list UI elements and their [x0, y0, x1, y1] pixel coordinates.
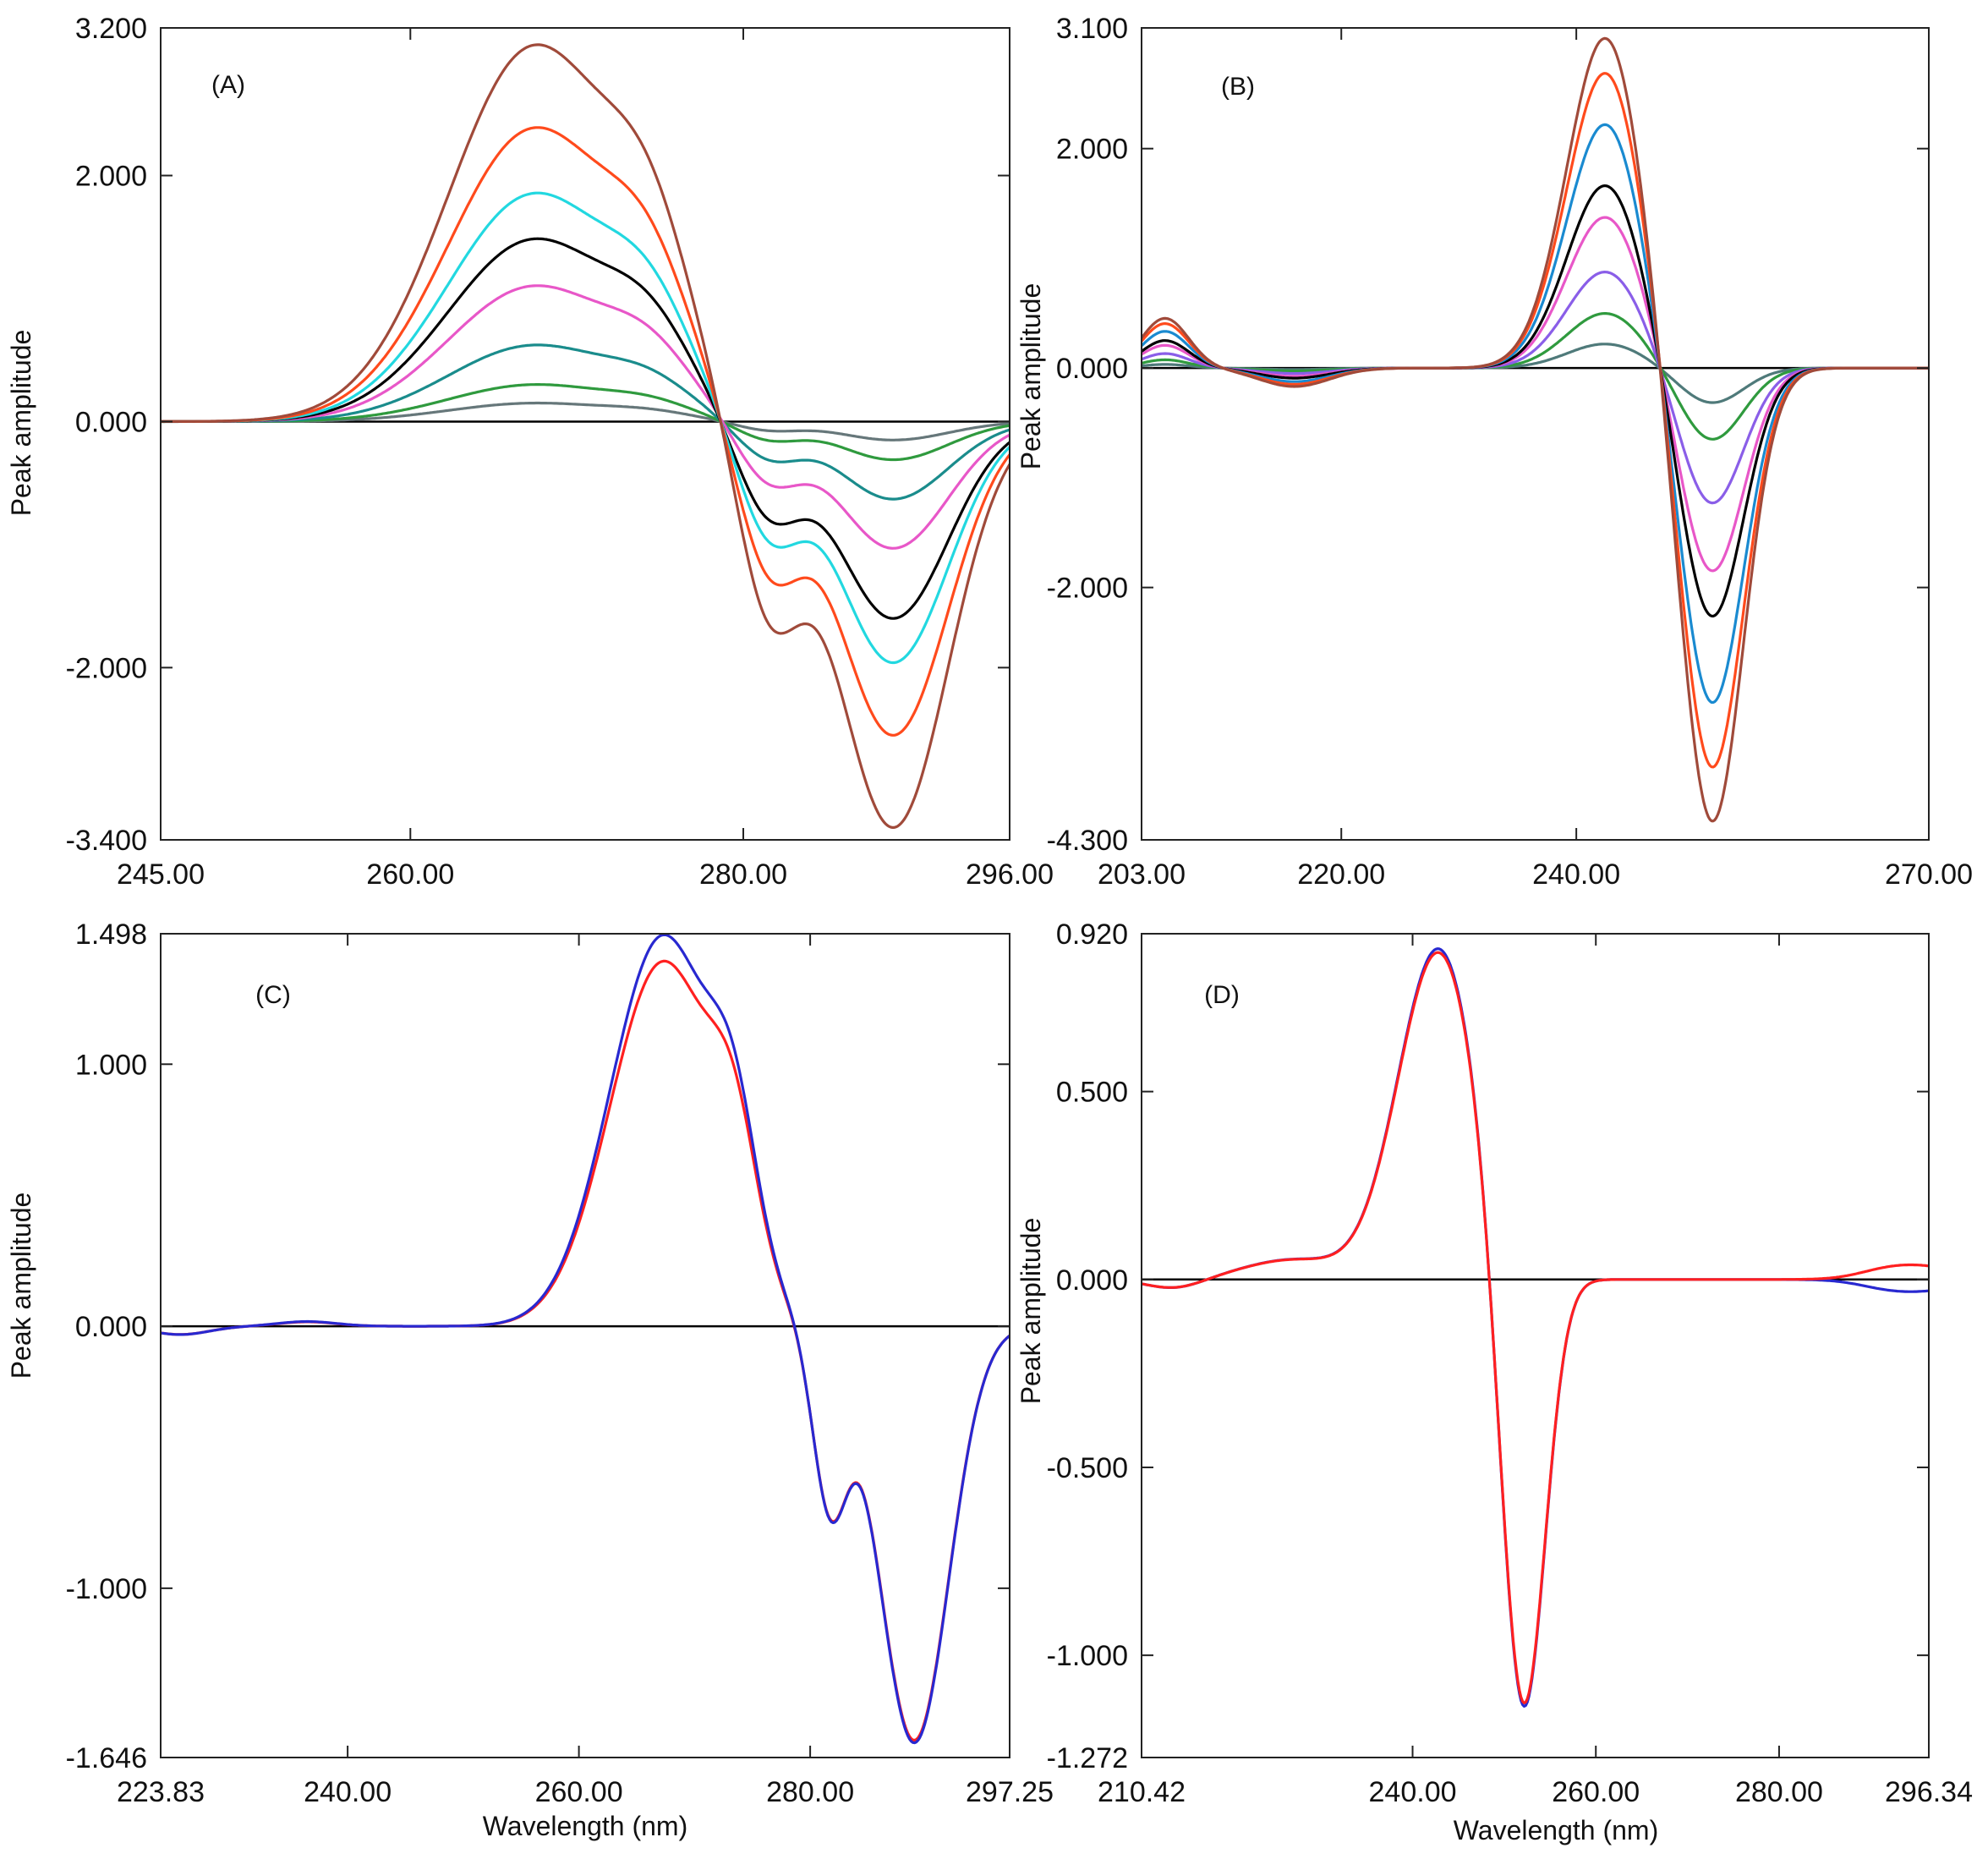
x-tick-label: 260.00 [535, 1776, 623, 1808]
y-tick-label: -3.400 [66, 825, 147, 857]
y-tick-label: -1.000 [1047, 1640, 1128, 1672]
series-line-4 [1142, 216, 1929, 573]
y-tick-label: -1.000 [66, 1573, 147, 1605]
panel-label: (B) [1221, 73, 1255, 101]
x-tick-label: 210.42 [1098, 1776, 1186, 1808]
series-line-2 [1142, 312, 1929, 441]
x-tick-label: 260.00 [1552, 1776, 1640, 1808]
series-line-3 [161, 343, 1010, 501]
y-tick-label: 0.920 [1056, 919, 1128, 951]
x-tick-label: 240.00 [1369, 1776, 1457, 1808]
y-tick-label: 0.000 [1056, 1264, 1128, 1297]
y-tick-label: -0.500 [1047, 1452, 1128, 1484]
y-axis-title: Peak amplitude [6, 330, 36, 517]
series-line-8 [1142, 36, 1929, 823]
x-tick-label: 245.00 [117, 858, 205, 891]
series-line-3 [1142, 271, 1929, 505]
series-line-8 [161, 43, 1010, 829]
x-tick-label: 297.25 [966, 1776, 1054, 1808]
y-tick-label: -1.646 [66, 1742, 147, 1774]
series-line-7 [161, 126, 1010, 737]
y-tick-label: 0.500 [1056, 1077, 1128, 1109]
panel-label: (A) [211, 71, 245, 99]
panel-a: 245.00 260.00 280.00 296.00 3.200 2.000 0.000 -… [6, 13, 1054, 891]
y-tick-label: -1.272 [1047, 1742, 1128, 1774]
y-tick-label: -2.000 [66, 652, 147, 684]
x-tick-label: 280.00 [1735, 1776, 1823, 1808]
y-tick-label: -2.000 [1047, 573, 1128, 605]
plot-frame [1141, 27, 1930, 841]
series-line-5 [1142, 184, 1929, 618]
y-tick-label: 0.000 [75, 1311, 147, 1343]
y-tick-label: 2.000 [1056, 134, 1128, 166]
panel-c: 223.83 240.00 260.00 280.00 297.25 1.498 1.000… [6, 919, 1054, 1841]
series-line-1 [1142, 947, 1929, 1708]
panel-b: 203.00 220.00 240.00 270.00 3.100 2.000 0.000 -… [1016, 13, 1973, 891]
y-axis-title: Peak amplitude [6, 1193, 36, 1379]
x-tick-label: 280.00 [766, 1776, 854, 1808]
plot-frame [1141, 933, 1930, 1758]
x-tick-label: 203.00 [1098, 858, 1186, 891]
series-line-2 [161, 934, 1010, 1745]
y-tick-label: 3.100 [1056, 13, 1128, 45]
panel-label: (D) [1204, 981, 1240, 1009]
y-tick-label: 0.000 [1056, 353, 1128, 385]
y-tick-label: 0.000 [75, 406, 147, 438]
y-tick-label: 3.200 [75, 13, 147, 45]
x-tick-label: 260.00 [366, 858, 454, 891]
y-tick-label: 1.000 [75, 1049, 147, 1081]
series-group [161, 934, 1010, 1745]
series-line-1 [161, 959, 1010, 1742]
y-tick-label: -4.300 [1047, 825, 1128, 857]
x-tick-label: 296.00 [966, 858, 1054, 891]
x-tick-label: 240.00 [304, 1776, 392, 1808]
series-line-6 [1142, 123, 1929, 705]
panel-label: (C) [255, 981, 291, 1009]
series-group [1142, 947, 1929, 1708]
plot-frame [160, 27, 1010, 841]
x-tick-label: 270.00 [1885, 858, 1973, 891]
x-axis-title: Wavelength (nm) [483, 1811, 687, 1841]
series-group [1142, 36, 1929, 823]
series-line-6 [161, 191, 1010, 665]
series-line-7 [1142, 72, 1929, 769]
series-group [161, 43, 1010, 829]
series-line-5 [161, 237, 1010, 620]
x-tick-label: 220.00 [1297, 858, 1385, 891]
y-axis-title: Peak amplitude [1016, 283, 1046, 470]
y-tick-label: 2.000 [75, 161, 147, 193]
plot-frame [160, 933, 1010, 1758]
x-tick-label: 240.00 [1532, 858, 1620, 891]
panel-d: 210.42 240.00 260.00 280.00 296.34 0.920 0.500… [1016, 919, 1973, 1845]
x-tick-label: 280.00 [699, 858, 787, 891]
x-tick-label: 296.34 [1885, 1776, 1973, 1808]
series-line-2 [1142, 951, 1929, 1705]
x-axis-title: Wavelength (nm) [1454, 1815, 1658, 1845]
x-tick-label: 223.83 [117, 1776, 205, 1808]
y-axis-title: Peak amplitude [1016, 1218, 1046, 1405]
y-tick-label: 1.498 [75, 919, 147, 951]
